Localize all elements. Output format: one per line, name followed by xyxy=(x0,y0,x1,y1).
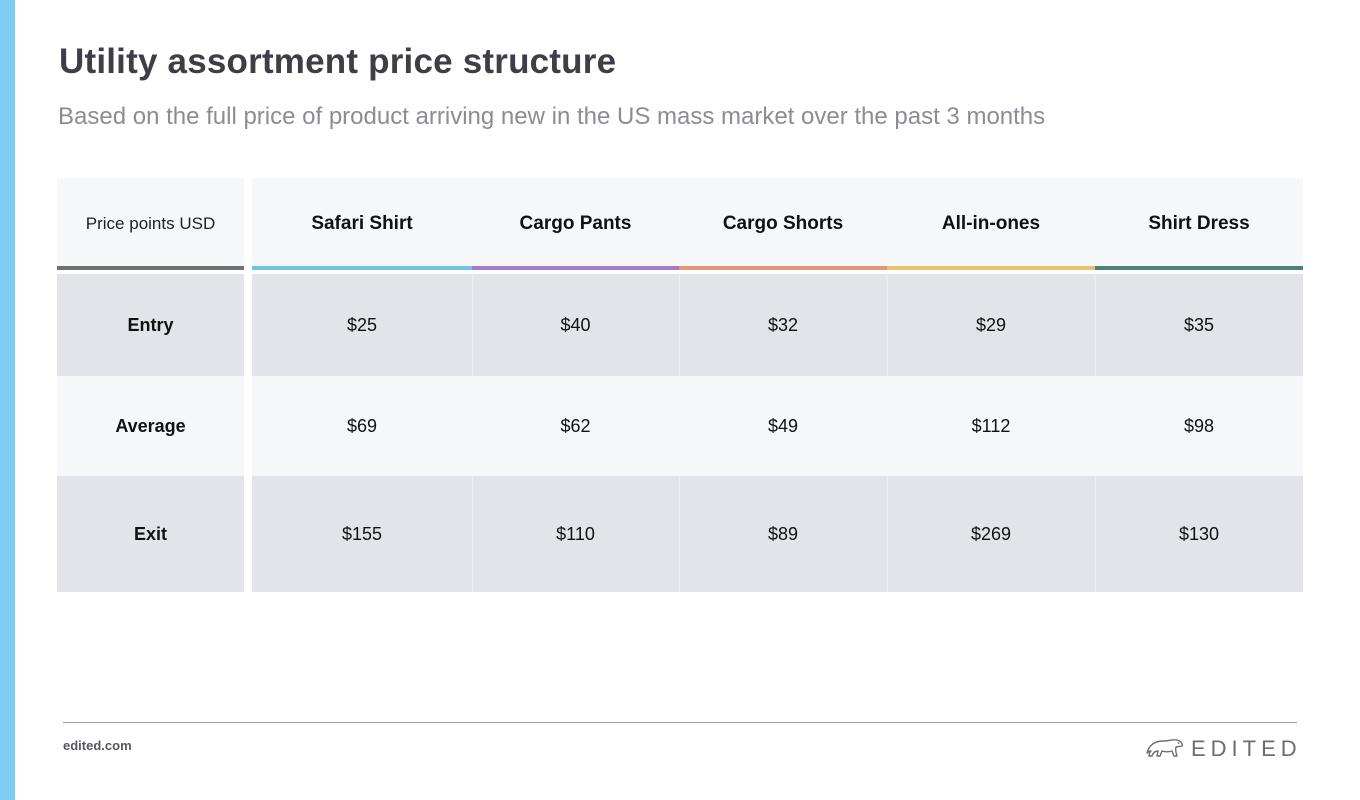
page-title: Utility assortment price structure xyxy=(59,42,617,81)
left-accent-bar xyxy=(0,0,15,800)
column-header-safari-shirt: Safari Shirt xyxy=(252,178,472,270)
column-underline-safari-shirt xyxy=(252,266,472,270)
column-divider xyxy=(472,476,473,592)
column-header-label: Cargo Shorts xyxy=(722,213,844,234)
table-cell: $269 xyxy=(887,476,1095,592)
column-divider xyxy=(472,274,473,376)
corner-header-label: Price points USD xyxy=(85,214,216,233)
polar-bear-icon xyxy=(1145,733,1185,764)
table-cell: $130 xyxy=(1095,476,1303,592)
column-divider xyxy=(1095,476,1096,592)
row-label-average: Average xyxy=(57,376,244,476)
table-cell: $25 xyxy=(252,274,472,376)
table-cell: $49 xyxy=(679,376,887,476)
table-cell: $110 xyxy=(472,476,679,592)
table-row: Entry $25 $40 $32 $29 $35 xyxy=(57,274,1303,376)
column-underline-all-in-ones xyxy=(887,266,1095,270)
table-cell: $32 xyxy=(679,274,887,376)
table-cell: $89 xyxy=(679,476,887,592)
column-divider xyxy=(679,476,680,592)
table-cell: $112 xyxy=(887,376,1095,476)
footer-url: edited.com xyxy=(63,738,132,753)
column-divider xyxy=(887,476,888,592)
column-header-label: Safari Shirt xyxy=(311,213,413,234)
column-underline-cargo-pants xyxy=(472,266,679,270)
column-underline-cargo-shorts xyxy=(679,266,887,270)
column-divider xyxy=(679,274,680,376)
table-cell: $29 xyxy=(887,274,1095,376)
page-subtitle: Based on the full price of product arriv… xyxy=(58,103,1046,130)
column-header-label: Cargo Pants xyxy=(519,213,632,234)
row-label-exit: Exit xyxy=(57,476,244,592)
column-header-label: Shirt Dress xyxy=(1148,213,1250,234)
column-header-shirt-dress: Shirt Dress xyxy=(1095,178,1303,270)
brand-logo: EDITED xyxy=(1145,733,1302,764)
column-header-cargo-pants: Cargo Pants xyxy=(472,178,679,270)
column-header-label: All-in-ones xyxy=(941,213,1041,234)
corner-header-cell: Price points USD xyxy=(57,178,244,270)
table-row: Exit $155 $110 $89 $269 $130 xyxy=(57,476,1303,592)
table-header-row: Price points USD Safari Shirt Cargo Pant… xyxy=(57,178,1303,274)
table-cell: $155 xyxy=(252,476,472,592)
column-divider xyxy=(887,274,888,376)
table-row: Average $69 $62 $49 $112 $98 xyxy=(57,376,1303,476)
corner-underline xyxy=(57,266,244,270)
column-header-all-in-ones: All-in-ones xyxy=(887,178,1095,270)
column-divider xyxy=(1095,274,1096,376)
table-cell: $40 xyxy=(472,274,679,376)
column-header-cargo-shorts: Cargo Shorts xyxy=(679,178,887,270)
footer-divider xyxy=(63,722,1297,723)
row-label-entry: Entry xyxy=(57,274,244,376)
table-cell: $98 xyxy=(1095,376,1303,476)
table-cell: $62 xyxy=(472,376,679,476)
column-underline-shirt-dress xyxy=(1095,266,1303,270)
table-cell: $35 xyxy=(1095,274,1303,376)
table-cell: $69 xyxy=(252,376,472,476)
logo-text: EDITED xyxy=(1191,735,1302,761)
